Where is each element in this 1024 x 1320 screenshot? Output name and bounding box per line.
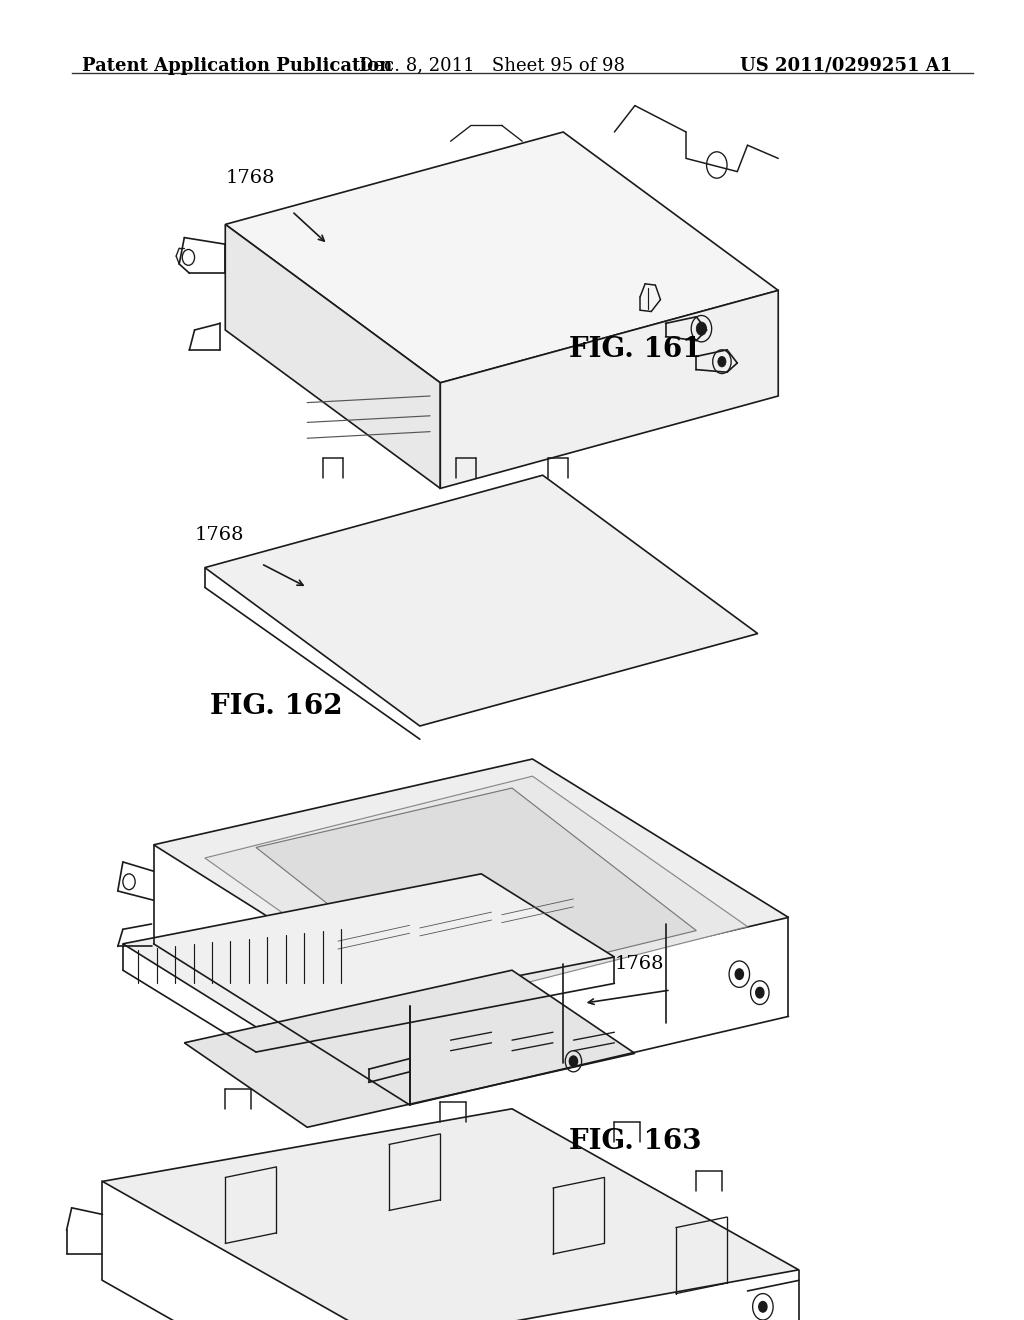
- Text: FIG. 163: FIG. 163: [568, 1129, 701, 1155]
- Polygon shape: [102, 1109, 799, 1320]
- Polygon shape: [440, 290, 778, 488]
- Text: FIG. 161: FIG. 161: [568, 337, 701, 363]
- Text: 1768: 1768: [195, 525, 244, 544]
- Polygon shape: [184, 970, 635, 1127]
- Circle shape: [718, 356, 726, 367]
- Polygon shape: [205, 475, 758, 726]
- Text: 1768: 1768: [225, 169, 274, 187]
- Polygon shape: [225, 132, 778, 383]
- Circle shape: [735, 969, 743, 979]
- Circle shape: [569, 1056, 578, 1067]
- Text: FIG. 162: FIG. 162: [210, 693, 343, 719]
- Circle shape: [759, 1302, 767, 1312]
- Circle shape: [756, 987, 764, 998]
- Circle shape: [696, 322, 707, 335]
- Text: US 2011/0299251 A1: US 2011/0299251 A1: [740, 57, 952, 75]
- Text: Dec. 8, 2011   Sheet 95 of 98: Dec. 8, 2011 Sheet 95 of 98: [358, 57, 625, 75]
- Text: 1768: 1768: [614, 954, 664, 973]
- Text: Patent Application Publication: Patent Application Publication: [82, 57, 392, 75]
- Polygon shape: [154, 759, 788, 1006]
- Polygon shape: [225, 224, 440, 488]
- Polygon shape: [123, 874, 614, 1027]
- Polygon shape: [256, 788, 696, 993]
- Polygon shape: [205, 776, 748, 1010]
